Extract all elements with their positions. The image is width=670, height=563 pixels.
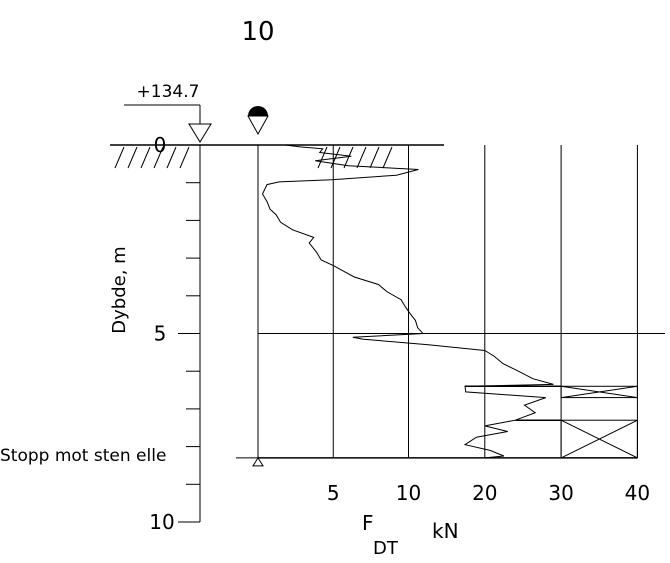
groundwater-half-circle-icon <box>248 106 268 116</box>
hammering-box-frame <box>560 385 638 399</box>
x-tick-label-10: 10 <box>396 481 421 505</box>
x-axis-label-subscript: DT <box>373 538 399 559</box>
hammering-box-frame <box>560 419 638 459</box>
depth-tick-label-10: 10 <box>149 510 174 534</box>
depth-axis-ticks <box>178 182 200 485</box>
plot-grid <box>257 145 665 459</box>
ground-hatch-left <box>114 146 190 169</box>
hammering-intervals <box>464 385 638 459</box>
ground-hatch-right <box>317 146 393 169</box>
ground-level-triangle-icon <box>188 123 212 143</box>
stop-label: Stopp mot sten elle <box>0 446 166 466</box>
hammering-box-diagonal <box>561 385 638 399</box>
elevation-label: +134.7 <box>137 82 200 102</box>
x-tick-label-30: 30 <box>548 481 573 505</box>
stop-triangle-icon <box>252 456 264 467</box>
x-tick-label-40: 40 <box>625 481 650 505</box>
groundwater-triangle-icon <box>247 115 269 136</box>
depth-axis-tick-labels: 0 5 10 <box>149 133 174 534</box>
x-axis-label-main: F <box>362 511 374 535</box>
hammering-box-1 <box>464 385 638 399</box>
chart-title: 10 <box>241 17 274 47</box>
x-tick-label-20: 20 <box>472 481 497 505</box>
hammering-box-2 <box>515 419 638 459</box>
x-axis-label-unit: kN <box>432 519 459 543</box>
depth-tick-label-0: 0 <box>154 133 167 157</box>
y-axis-label: Dybde, m <box>109 246 130 333</box>
depth-tick-label-5: 5 <box>154 322 167 346</box>
hammering-box-diagonal <box>560 419 638 459</box>
x-tick-label-5: 5 <box>327 481 340 505</box>
resistance-curve <box>261 144 554 459</box>
x-axis-tick-labels: 5 10 20 30 40 <box>327 481 650 505</box>
